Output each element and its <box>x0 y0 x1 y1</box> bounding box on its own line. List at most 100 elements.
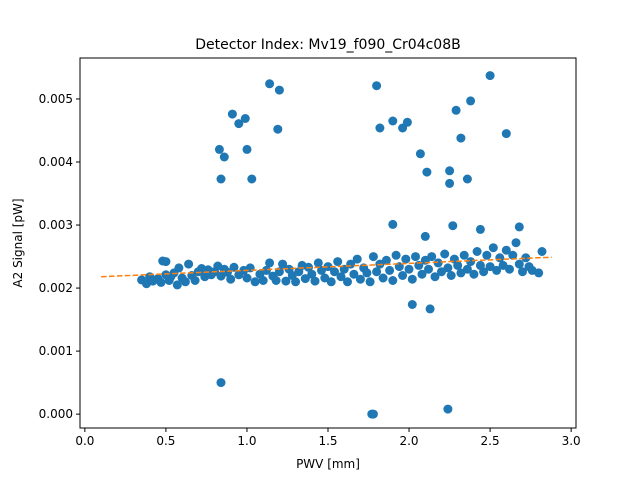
data-point <box>446 271 456 280</box>
data-point <box>537 247 547 256</box>
data-point <box>349 269 359 279</box>
x-axis-ticks: 0.0 0.5 1.0 1.5 2.0 2.5 3.0 <box>75 428 581 448</box>
data-point <box>427 252 437 262</box>
data-point <box>330 267 339 277</box>
data-point <box>258 276 268 285</box>
data-point <box>271 276 281 285</box>
data-point <box>417 269 427 279</box>
data-point <box>433 258 443 268</box>
data-point <box>453 260 463 270</box>
data-point <box>265 79 275 89</box>
data-point <box>485 71 495 81</box>
data-point <box>378 273 388 283</box>
data-point <box>242 273 252 283</box>
data-point <box>420 231 430 241</box>
data-point <box>388 116 398 126</box>
data-point <box>184 259 194 269</box>
data-point <box>333 257 343 267</box>
data-point <box>336 272 346 282</box>
data-point <box>291 277 301 287</box>
x-axis-label: PWV [mm] <box>296 457 360 471</box>
data-point <box>368 252 378 262</box>
data-point <box>443 263 453 273</box>
data-point <box>404 264 414 274</box>
data-point <box>514 222 524 232</box>
data-point <box>174 263 184 273</box>
data-point <box>488 243 498 253</box>
data-layer <box>101 71 552 419</box>
data-point <box>180 277 190 287</box>
data-point <box>514 259 524 269</box>
data-point <box>388 219 398 229</box>
data-point <box>372 267 382 277</box>
data-point <box>313 258 323 268</box>
data-point <box>485 262 495 272</box>
x-tick-label: 0.5 <box>156 434 175 448</box>
y-tick-label: 0.001 <box>39 344 73 358</box>
data-point <box>365 277 375 287</box>
y-tick-label: 0.004 <box>39 155 73 169</box>
data-point <box>214 144 224 154</box>
data-point <box>479 267 489 277</box>
data-point <box>362 268 372 278</box>
data-point <box>401 254 411 264</box>
data-point <box>466 96 476 106</box>
data-point <box>161 257 171 267</box>
data-point <box>518 267 527 277</box>
data-point <box>508 250 518 260</box>
y-axis-label: A2 Signal [pW] <box>11 198 25 287</box>
data-point <box>407 274 417 284</box>
data-point <box>227 109 237 119</box>
data-point <box>402 117 412 127</box>
data-point <box>156 277 166 287</box>
data-point <box>323 262 333 272</box>
data-point <box>226 274 236 284</box>
data-point <box>216 378 226 388</box>
data-point <box>385 265 395 275</box>
data-point <box>511 238 521 248</box>
data-point <box>415 149 425 159</box>
data-point <box>172 280 182 290</box>
data-point <box>250 277 260 287</box>
fit-line <box>101 256 552 278</box>
plot-area <box>80 58 576 428</box>
data-point <box>534 268 544 278</box>
data-point <box>381 255 391 265</box>
data-point <box>451 105 461 115</box>
data-point <box>422 167 432 177</box>
data-point <box>310 276 320 286</box>
data-point <box>469 269 479 279</box>
data-point <box>234 119 244 129</box>
data-point <box>240 114 250 123</box>
data-point <box>501 245 511 255</box>
data-point <box>424 264 433 274</box>
data-point <box>391 250 401 260</box>
data-point <box>462 174 472 184</box>
data-point <box>398 271 408 280</box>
data-point <box>265 258 275 268</box>
y-tick-label: 0.002 <box>39 281 73 295</box>
x-tick-label: 1.0 <box>237 434 256 448</box>
data-point <box>448 221 458 231</box>
x-tick-label: 0.0 <box>75 434 94 448</box>
data-point <box>247 174 257 184</box>
data-point <box>375 123 385 133</box>
data-point <box>278 259 288 269</box>
data-point <box>445 178 455 188</box>
y-tick-label: 0.000 <box>39 407 73 421</box>
x-tick-label: 2.0 <box>399 434 418 448</box>
y-tick-label: 0.005 <box>39 92 73 106</box>
data-point <box>219 152 229 162</box>
data-point <box>261 265 271 275</box>
data-point <box>300 274 310 284</box>
data-point <box>242 144 252 154</box>
data-point <box>190 276 200 285</box>
data-point <box>521 253 531 263</box>
y-axis-ticks: 0.000 0.001 0.002 0.003 0.004 0.005 <box>39 92 80 421</box>
data-point <box>352 254 362 264</box>
data-point <box>407 300 417 309</box>
data-point <box>482 250 492 260</box>
data-point <box>462 264 472 274</box>
data-point <box>492 265 502 275</box>
